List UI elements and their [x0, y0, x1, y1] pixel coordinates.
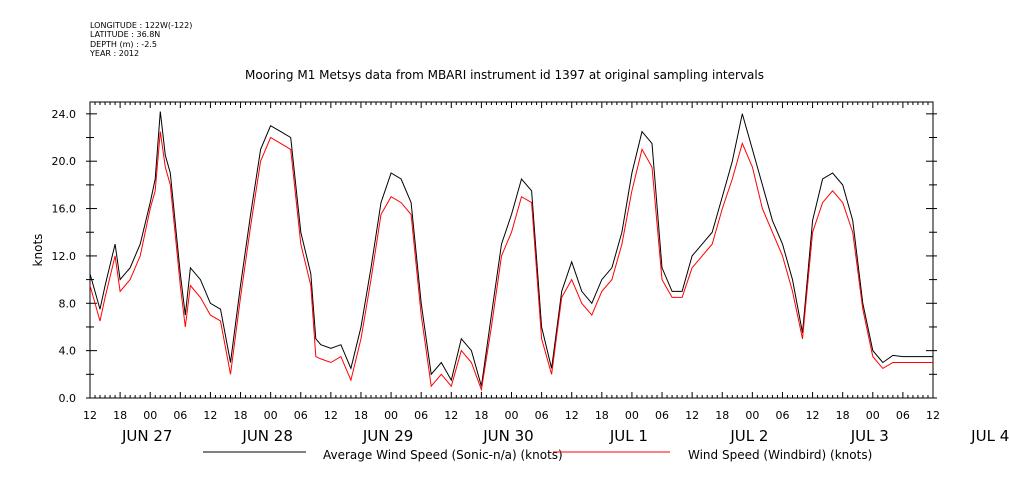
x-hour-label: 18 [474, 409, 488, 422]
x-hour-label: 18 [595, 409, 609, 422]
x-hour-label: 06 [294, 409, 308, 422]
depth-text: DEPTH (m) : -2.5 [90, 39, 157, 49]
longitude-text: LONGITUDE : 122W(-122) [90, 21, 193, 30]
x-date-label: JUL 1 [609, 427, 648, 445]
x-hour-label: 06 [775, 409, 789, 422]
x-hour-label: 00 [745, 409, 759, 422]
x-hour-label: 18 [715, 409, 729, 422]
x-hour-label: 12 [926, 409, 940, 422]
x-hour-label: 06 [173, 409, 187, 422]
x-date-label: JUN 28 [241, 427, 292, 445]
y-tick-label: 0.0 [59, 392, 77, 405]
x-hour-label: 18 [354, 409, 368, 422]
plot-frame [89, 101, 934, 399]
x-date-label: JUL 2 [729, 427, 768, 445]
x-hour-label: 00 [505, 409, 519, 422]
x-hour-label: 12 [324, 409, 338, 422]
x-hour-label: 06 [535, 409, 549, 422]
y-tick-label: 24.0 [52, 108, 77, 121]
y-tick-label: 16.0 [52, 203, 77, 216]
x-hour-label: 18 [113, 409, 127, 422]
metadata-block: LONGITUDE : 122W(-122) LATITUDE : 36.8N DE… [90, 21, 192, 58]
x-hour-label: 12 [565, 409, 579, 422]
x-hour-label: 00 [143, 409, 157, 422]
x-hour-label: 06 [414, 409, 428, 422]
x-hour-label: 18 [836, 409, 850, 422]
series-line-1 [89, 111, 933, 387]
x-hour-label: 00 [384, 409, 398, 422]
series-line-2 [89, 131, 933, 392]
x-hour-label: 00 [264, 409, 278, 422]
latitude-text: LATITUDE : 36.8N [90, 30, 161, 40]
x-date-label: JUN 27 [121, 427, 172, 445]
x-date-label: JUL 4 [970, 427, 1009, 445]
x-hour-label: 12 [806, 409, 820, 422]
x-date-label: JUL 3 [850, 427, 889, 445]
x-hour-label: 12 [685, 409, 699, 422]
y-tick-label: 12.0 [52, 250, 77, 263]
chart-title: Mooring M1 Metsys data from MBARI instru… [245, 68, 764, 82]
x-date-label: JUN 29 [362, 427, 413, 445]
x-hour-label: 12 [444, 409, 458, 422]
x-hour-label: 18 [234, 409, 248, 422]
year-text: YEAR : 2012 [90, 48, 140, 58]
x-hour-label: 06 [655, 409, 669, 422]
x-hour-label: 12 [83, 409, 97, 422]
x-date-label: JUN 30 [482, 427, 533, 445]
x-hour-label: 00 [625, 409, 639, 422]
x-hour-label: 06 [896, 409, 910, 422]
y-tick-label: 20.0 [52, 155, 77, 168]
y-tick-label: 8.0 [59, 297, 77, 310]
y-axis-label: knots [31, 234, 45, 267]
x-hour-label: 12 [203, 409, 217, 422]
legend-label-2: Wind Speed (Windbird) (knots) [688, 448, 872, 462]
legend-label-1: Average Wind Speed (Sonic-n/a) (knots) [323, 448, 563, 462]
x-hour-label: 00 [866, 409, 880, 422]
y-tick-label: 4.0 [59, 345, 77, 358]
